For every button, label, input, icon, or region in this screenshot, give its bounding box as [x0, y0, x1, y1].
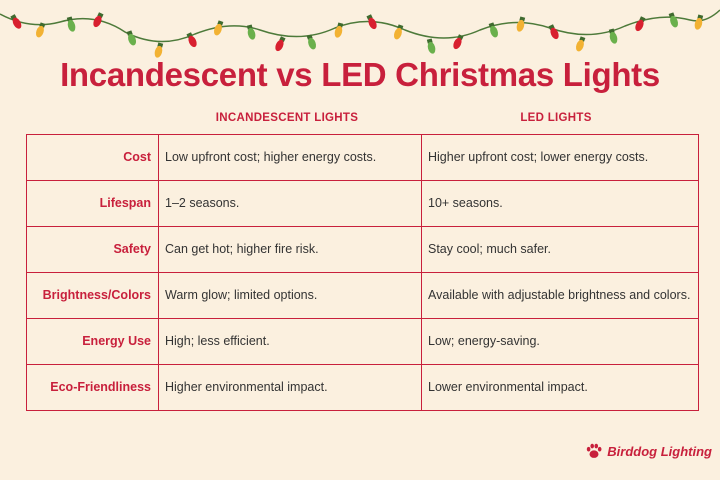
light-bulb-icon	[306, 34, 317, 50]
light-bulb-icon	[334, 22, 344, 38]
string-lights-decoration	[0, 9, 720, 58]
incandescent-cell: Warm glow; limited options.	[158, 272, 422, 319]
light-bulb-icon	[393, 24, 404, 40]
led-cell: Low; energy-saving.	[421, 318, 699, 365]
table-row-eco-friendliness: Eco-Friendliness Higher environmental im…	[26, 364, 699, 411]
incandescent-cell: 1–2 seasons.	[158, 180, 422, 227]
light-bulb-icon	[694, 14, 704, 30]
light-bulb-icon	[366, 14, 377, 30]
comparison-table: Cost Low upfront cost; higher energy cos…	[26, 134, 699, 411]
light-bulb-icon	[608, 28, 618, 44]
column-header-incandescent: INCANDESCENT LIGHTS	[215, 112, 359, 124]
light-bulb-icon	[575, 36, 586, 52]
row-label: Safety	[26, 226, 159, 273]
table-row-brightness: Brightness/Colors Warm glow; limited opt…	[26, 272, 699, 319]
paw-print-icon	[587, 443, 602, 458]
light-bulb-icon	[66, 16, 76, 32]
light-bulb-icon	[516, 16, 526, 32]
light-bulb-icon	[275, 36, 286, 52]
brand-name: Birddog Lighting	[607, 443, 712, 459]
light-bulb-icon	[668, 12, 679, 28]
light-bulb-icon	[635, 16, 646, 32]
light-bulb-icon	[186, 32, 197, 48]
light-bulb-icon	[246, 24, 256, 40]
led-cell: Stay cool; much safer.	[421, 226, 699, 273]
table-row-energy-use: Energy Use High; less efficient. Low; en…	[26, 318, 699, 365]
led-cell: Available with adjustable brightness and…	[421, 272, 699, 319]
incandescent-cell: Low upfront cost; higher energy costs.	[158, 134, 422, 181]
light-bulb-icon	[426, 38, 436, 54]
light-bulb-icon	[548, 24, 559, 40]
light-bulb-icon	[126, 30, 137, 46]
row-label: Lifespan	[26, 180, 159, 227]
incandescent-cell: Can get hot; higher fire risk.	[158, 226, 422, 273]
brand-logo: Birddog Lighting	[585, 442, 712, 460]
table-row-lifespan: Lifespan 1–2 seasons. 10+ seasons.	[26, 180, 699, 227]
row-label: Brightness/Colors	[26, 272, 159, 319]
light-bulb-icon	[35, 22, 46, 38]
table-row-cost: Cost Low upfront cost; higher energy cos…	[26, 134, 699, 181]
light-bulb-icon	[93, 12, 104, 28]
light-bulb-icon	[10, 14, 22, 29]
led-cell: 10+ seasons.	[421, 180, 699, 227]
incandescent-cell: High; less efficient.	[158, 318, 422, 365]
light-bulb-icon	[213, 20, 224, 36]
incandescent-cell: Higher environmental impact.	[158, 364, 422, 411]
row-label: Cost	[26, 134, 159, 181]
row-label: Eco-Friendliness	[26, 364, 159, 411]
table-row-safety: Safety Can get hot; higher fire risk. St…	[26, 226, 699, 273]
led-cell: Lower environmental impact.	[421, 364, 699, 411]
light-bulb-icon	[453, 34, 464, 50]
row-label: Energy Use	[26, 318, 159, 365]
light-bulb-icon	[154, 42, 164, 58]
led-cell: Higher upfront cost; lower energy costs.	[421, 134, 699, 181]
column-header-led: LED LIGHTS	[520, 112, 592, 124]
page-title: Incandescent vs LED Christmas Lights	[60, 56, 660, 93]
light-bulb-icon	[488, 22, 499, 38]
